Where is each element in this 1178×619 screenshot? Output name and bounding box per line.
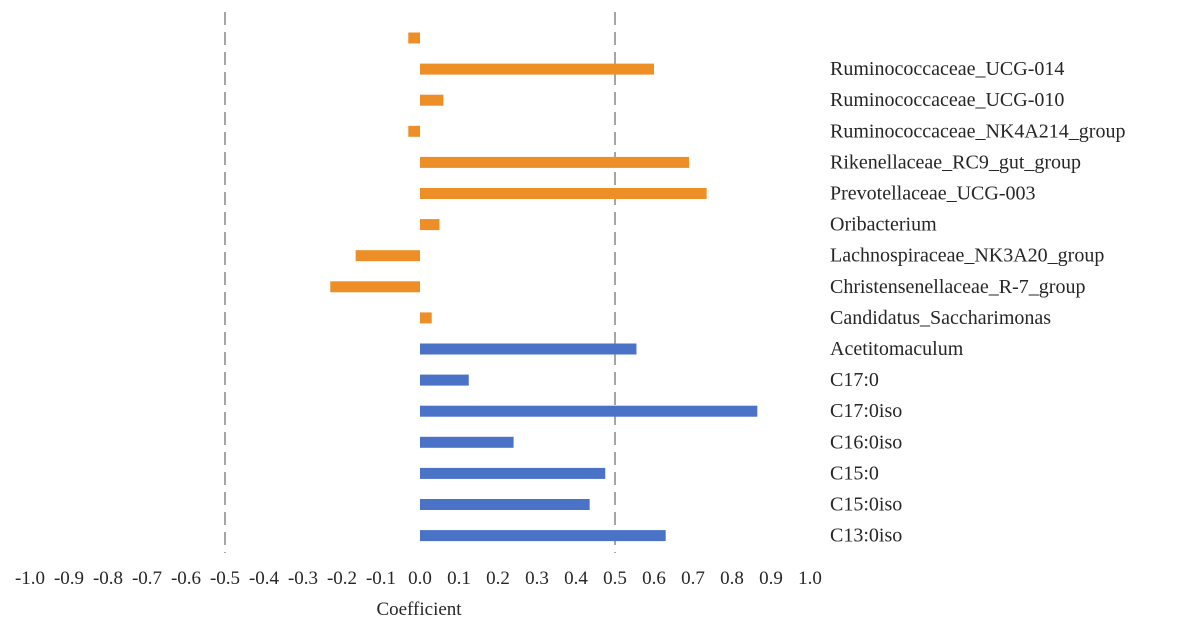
x-tick-label-19: 0.9 bbox=[759, 568, 783, 589]
category-label-3: Ruminococcaceae_NK4A214_group bbox=[830, 120, 1125, 142]
x-tick-label-18: 0.8 bbox=[720, 568, 744, 589]
x-tick-label-6: -0.4 bbox=[249, 568, 280, 589]
bar-12 bbox=[420, 405, 758, 417]
x-tick-label-15: 0.5 bbox=[603, 568, 627, 589]
x-tick-label-16: 0.6 bbox=[642, 568, 666, 589]
x-tick-label-8: -0.2 bbox=[327, 568, 357, 589]
bar-8 bbox=[330, 281, 420, 293]
bar-7 bbox=[355, 250, 420, 262]
category-label-8: Christensenellaceae_R-7_group bbox=[830, 276, 1085, 298]
bar-15 bbox=[420, 499, 590, 510]
bar-14 bbox=[420, 467, 606, 479]
bar-3 bbox=[408, 125, 420, 137]
x-tick-label-2: -0.8 bbox=[93, 568, 123, 589]
category-label-2: Ruminococcaceae_UCG-010 bbox=[830, 89, 1064, 111]
x-tick-label-13: 0.3 bbox=[525, 568, 549, 589]
category-label-7: Lachnospiraceae_NK3A20_group bbox=[830, 245, 1104, 267]
reference-lines bbox=[224, 12, 616, 553]
x-tick-label-14: 0.4 bbox=[564, 568, 588, 589]
bar-6 bbox=[420, 219, 440, 231]
x-axis-label: Coefficient bbox=[376, 599, 462, 619]
bar-9 bbox=[420, 312, 432, 324]
bars bbox=[330, 32, 758, 542]
x-tick-label-20: 1.0 bbox=[798, 568, 822, 589]
bar-4 bbox=[420, 156, 690, 168]
category-label-16: C13:0iso bbox=[830, 525, 902, 547]
category-label-12: C17:0iso bbox=[830, 400, 902, 422]
x-tick-label-9: -0.1 bbox=[366, 568, 396, 589]
x-axis-tick-labels: -1.0 -0.9 -0.8 -0.7 -0.6 -0.5 -0.4 -0.3 -0.2 -0.1… bbox=[15, 568, 822, 589]
category-label-6: Oribacterium bbox=[830, 214, 937, 236]
category-label-15: C15:0iso bbox=[830, 494, 902, 516]
category-label-11: C17:0 bbox=[830, 369, 879, 391]
x-tick-label-3: -0.7 bbox=[132, 568, 162, 589]
bar-10 bbox=[420, 343, 637, 355]
category-label-9: Candidatus_Saccharimonas bbox=[830, 307, 1051, 329]
category-label-4: Rikenellaceae_RC9_gut_group bbox=[830, 151, 1081, 173]
x-tick-label-10: 0.0 bbox=[408, 568, 432, 589]
bar-16 bbox=[420, 530, 666, 542]
x-tick-label-0: -1.0 bbox=[15, 568, 45, 589]
x-tick-label-7: -0.3 bbox=[288, 568, 318, 589]
bar-1 bbox=[420, 63, 654, 75]
category-label-5: Prevotellaceae_UCG-003 bbox=[830, 183, 1035, 205]
category-label-10: Acetitomaculum bbox=[830, 338, 964, 360]
bar-11 bbox=[420, 374, 469, 386]
bar-5 bbox=[420, 188, 707, 199]
category-label-1: Ruminococcaceae_UCG-014 bbox=[830, 58, 1064, 80]
x-tick-label-17: 0.7 bbox=[681, 568, 705, 589]
x-tick-label-5: -0.5 bbox=[210, 568, 240, 589]
category-label-14: C15:0 bbox=[830, 462, 879, 484]
x-tick-label-4: -0.6 bbox=[171, 568, 201, 589]
bar-13 bbox=[420, 436, 514, 448]
bar-2 bbox=[420, 94, 444, 106]
x-tick-label-11: 0.1 bbox=[447, 568, 471, 589]
x-tick-label-12: 0.2 bbox=[486, 568, 510, 589]
bar-0 bbox=[408, 32, 420, 44]
category-labels: Ruminococcaceae_UCG-014 Ruminococcaceae_U… bbox=[830, 58, 1125, 546]
x-tick-label-1: -0.9 bbox=[54, 568, 84, 589]
category-label-13: C16:0iso bbox=[830, 431, 902, 453]
